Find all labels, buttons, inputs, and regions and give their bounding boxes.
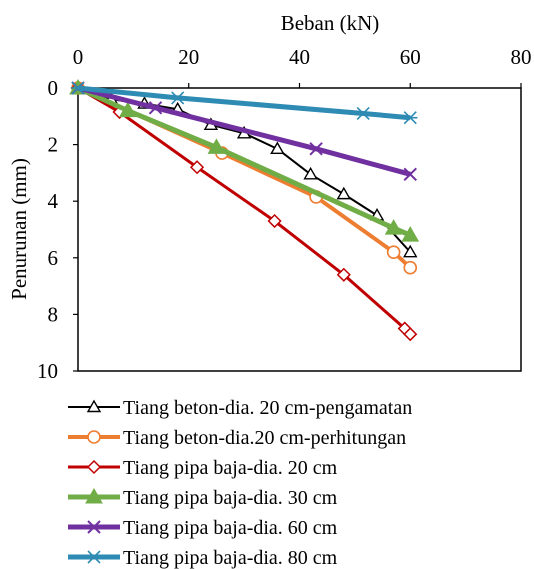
- x-tick-label: 60: [400, 45, 421, 69]
- data-point: [403, 244, 418, 258]
- data-point: [148, 101, 163, 115]
- data-point: [267, 213, 282, 229]
- legend-item: Tiang beton-dia.20 cm-perhitungan: [68, 427, 406, 449]
- data-point: [355, 106, 371, 121]
- legend-label: Tiang pipa baja-dia. 80 cm: [123, 547, 338, 569]
- series-6: [70, 81, 418, 125]
- data-point: [384, 219, 403, 235]
- legend-item: Tiang pipa baja-dia. 30 cm: [68, 487, 338, 509]
- legend-marker: [86, 399, 102, 413]
- data-point: [401, 226, 420, 242]
- marker-stroke: [87, 520, 101, 534]
- x-tick-label: 40: [289, 45, 310, 69]
- legend-item: Tiang pipa baja-dia. 20 cm: [68, 457, 338, 479]
- data-point: [336, 186, 352, 200]
- data-point: [403, 111, 418, 125]
- data-point: [303, 166, 318, 180]
- y-axis-title: Penurunan (mm): [7, 158, 31, 300]
- data-point: [270, 141, 285, 155]
- x-axis-title: Beban (kN): [281, 11, 380, 35]
- legend-label: Tiang beton-dia. 20 cm-pengamatan: [123, 397, 412, 419]
- x-tick-label: 0: [73, 45, 84, 69]
- marker-stroke: [148, 101, 163, 115]
- series-line: [77, 85, 411, 121]
- legend-marker: [87, 430, 101, 444]
- y-tick-label: 6: [48, 246, 59, 270]
- legend-item: Tiang beton-dia. 20 cm-pengamatan: [68, 397, 412, 419]
- data-point: [386, 245, 401, 259]
- legend-label: Tiang pipa baja-dia. 30 cm: [123, 487, 338, 509]
- data-point: [403, 327, 418, 342]
- y-tick-label: 8: [48, 302, 59, 326]
- legend-label: Tiang beton-dia.20 cm-perhitungan: [123, 427, 406, 449]
- legend-item: Tiang pipa baja-dia. 60 cm: [68, 517, 338, 539]
- data-point: [207, 138, 226, 154]
- x-tick-label: 80: [511, 45, 532, 69]
- y-tick-label: 2: [48, 133, 59, 157]
- series-line: [77, 85, 411, 177]
- data-point: [70, 81, 86, 95]
- legend-marker: [86, 550, 102, 564]
- legend-item: Tiang pipa baja-dia. 80 cm: [68, 547, 338, 569]
- legend: Tiang beton-dia. 20 cm-pengamatan Tiang b…: [68, 397, 412, 569]
- marker-stroke: [309, 142, 323, 156]
- series-3: [70, 80, 418, 342]
- axes: 0 20 40 60 80 0 2 4 6 8 10: [37, 45, 532, 383]
- data-point: [309, 142, 323, 156]
- y-tick-label: 10: [37, 359, 58, 383]
- data-point: [118, 101, 137, 118]
- data-point: [170, 91, 185, 105]
- data-point: [403, 260, 418, 275]
- legend-label: Tiang pipa baja-dia. 60 cm: [123, 517, 338, 539]
- y-tick-label: 4: [48, 189, 59, 213]
- x-tick-label: 20: [178, 45, 199, 69]
- data-point: [403, 167, 417, 182]
- y-tick-label: 0: [48, 76, 59, 100]
- legend-marker: [85, 487, 103, 504]
- data-point: [189, 160, 205, 175]
- legend-marker: [87, 520, 101, 534]
- legend-marker: [86, 459, 102, 475]
- series-layer: [69, 78, 420, 342]
- marker-stroke: [403, 167, 417, 182]
- data-point: [336, 267, 351, 282]
- legend-label: Tiang pipa baja-dia. 20 cm: [123, 457, 338, 479]
